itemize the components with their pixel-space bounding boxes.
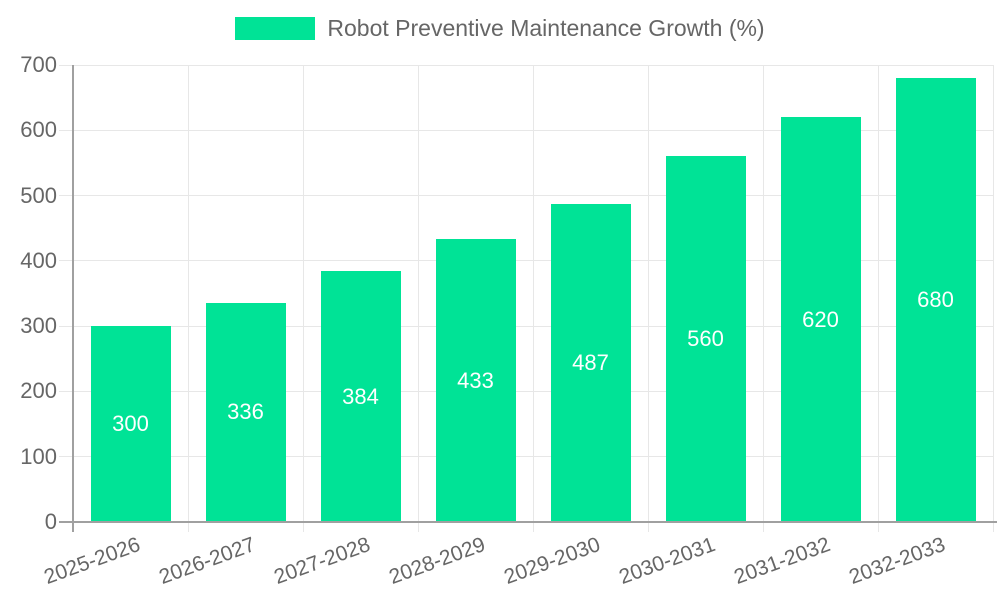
x-axis-label: 2028-2029 (386, 533, 489, 589)
v-gridline (302, 65, 304, 532)
legend[interactable]: Robot Preventive Maintenance Growth (%) (0, 15, 1000, 42)
x-axis-label: 2027-2028 (271, 533, 374, 589)
y-axis-label: 0 (44, 509, 57, 534)
h-gridline (59, 129, 993, 131)
h-gridline (59, 195, 993, 197)
v-gridline (762, 65, 764, 532)
y-axis-label: 400 (20, 247, 57, 273)
legend-swatch (235, 17, 316, 40)
bar-value-label: 560 (687, 326, 724, 352)
bar-value-label: 384 (342, 383, 379, 409)
h-gridline (59, 260, 993, 262)
x-axis-label: 2030-2031 (616, 533, 719, 589)
bar[interactable]: 384 (320, 271, 401, 522)
y-axis-label: 100 (20, 443, 57, 469)
x-axis-label: 2029-2030 (501, 533, 604, 589)
x-axis-label: 2032-2033 (846, 533, 949, 589)
h-gridline (59, 325, 993, 327)
y-axis-line (72, 65, 74, 532)
h-gridline (59, 64, 993, 66)
v-gridline (187, 65, 189, 532)
bar[interactable]: 300 (90, 326, 171, 522)
x-axis-label: 2025-2026 (41, 533, 144, 589)
y-axis-label: 700 (20, 52, 57, 77)
v-gridline (877, 65, 879, 532)
y-axis-label: 500 (20, 182, 57, 208)
bar-value-label: 300 (112, 411, 149, 437)
bar[interactable]: 620 (780, 117, 861, 522)
v-gridline (417, 65, 419, 532)
bar-value-label: 433 (457, 367, 494, 393)
bar[interactable]: 560 (665, 156, 746, 522)
bar-value-label: 620 (802, 306, 839, 332)
plot-area: 300 336 384 433 487 560 620 680 (59, 64, 997, 532)
v-gridline (647, 65, 649, 532)
x-axis-line (59, 521, 997, 523)
h-gridline (59, 390, 993, 392)
y-axis-label: 300 (20, 313, 57, 339)
bar[interactable]: 433 (435, 239, 516, 522)
bar-value-label: 336 (227, 399, 264, 425)
bar[interactable]: 680 (895, 78, 976, 522)
v-gridline (992, 65, 994, 532)
x-axis-label: 2026-2027 (156, 533, 259, 589)
bar-value-label: 487 (572, 350, 609, 376)
x-axis-label: 2031-2032 (731, 533, 834, 589)
h-gridline (59, 456, 993, 458)
y-axis-label: 600 (20, 117, 57, 143)
bar-value-label: 680 (917, 287, 954, 313)
legend-label: Robot Preventive Maintenance Growth (%) (327, 15, 765, 41)
bar[interactable]: 487 (550, 204, 631, 522)
v-gridline (532, 65, 534, 532)
y-axis-label: 200 (20, 378, 57, 404)
bar[interactable]: 336 (205, 302, 286, 522)
